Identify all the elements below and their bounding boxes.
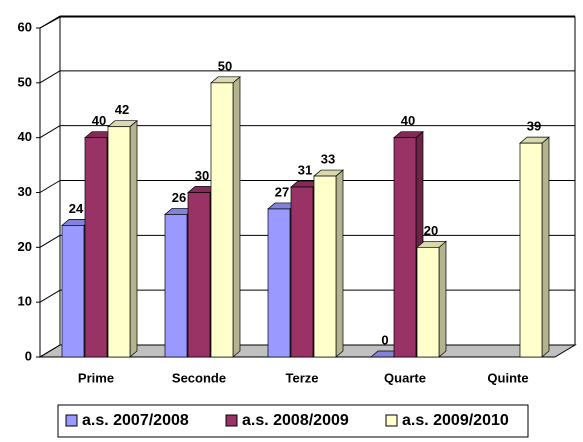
- bar-front: [61, 225, 85, 358]
- legend-swatch: [385, 414, 398, 427]
- grid-line: [39, 15, 61, 29]
- legend-label: a.s. 2009/2010: [402, 412, 509, 429]
- value-label: 24: [69, 201, 84, 216]
- bar-front: [164, 214, 188, 358]
- value-label: 0: [381, 332, 388, 347]
- bar-front: [393, 137, 417, 358]
- bar-front: [84, 137, 108, 358]
- legend-label: a.s. 2007/2008: [82, 412, 189, 429]
- grid-line: [39, 125, 61, 139]
- value-label: 27: [275, 184, 289, 199]
- bar-front: [416, 246, 440, 358]
- bar-side: [438, 240, 447, 358]
- value-label: 39: [527, 119, 541, 134]
- value-label: 40: [92, 113, 106, 128]
- bar: [416, 240, 447, 358]
- y-tick-label: 40: [18, 129, 32, 144]
- bar-side: [129, 119, 138, 358]
- legend: [57, 404, 529, 438]
- bar-front: [519, 142, 543, 358]
- value-label: 42: [115, 102, 129, 117]
- bar-front: [187, 192, 211, 358]
- grid-line: [39, 344, 61, 358]
- y-tick-label: 10: [18, 294, 32, 309]
- y-tick-label: 60: [18, 19, 32, 34]
- bar-front: [107, 126, 131, 358]
- y-tick-label: 20: [18, 239, 32, 254]
- value-label: 31: [298, 162, 312, 177]
- x-tick-label: Prime: [78, 370, 114, 385]
- grid-line: [39, 180, 61, 193]
- y-tick-label: 0: [25, 348, 32, 363]
- value-label: 26: [172, 190, 186, 205]
- value-label: 33: [321, 151, 335, 166]
- bar-front: [290, 186, 314, 358]
- value-label: 40: [401, 113, 415, 128]
- bar: [313, 169, 344, 358]
- bar: [210, 76, 241, 358]
- x-tick-label: Terze: [286, 370, 319, 385]
- grid-line: [39, 70, 61, 84]
- value-label: 50: [218, 58, 232, 73]
- x-tick-label: Seconde: [172, 370, 226, 385]
- legend-label: a.s. 2008/2009: [242, 412, 349, 429]
- value-label: 20: [424, 223, 438, 238]
- x-tick-label: Quinte: [487, 370, 528, 385]
- bar-front: [267, 208, 291, 358]
- bar-front: [313, 175, 337, 358]
- value-label: 30: [195, 168, 209, 183]
- y-tick-label: 30: [18, 184, 32, 199]
- bar-side: [232, 76, 241, 358]
- bar: [519, 136, 550, 358]
- x-tick-label: Quarte: [384, 370, 426, 385]
- y-tick-label: 50: [18, 74, 32, 89]
- bar-side: [335, 169, 344, 358]
- bar: [107, 119, 138, 358]
- grid-line: [39, 289, 61, 303]
- bar-side: [541, 136, 550, 358]
- legend-swatch: [65, 414, 78, 427]
- bar-front: [210, 82, 234, 358]
- grid-line: [39, 234, 61, 248]
- legend-swatch: [225, 414, 238, 427]
